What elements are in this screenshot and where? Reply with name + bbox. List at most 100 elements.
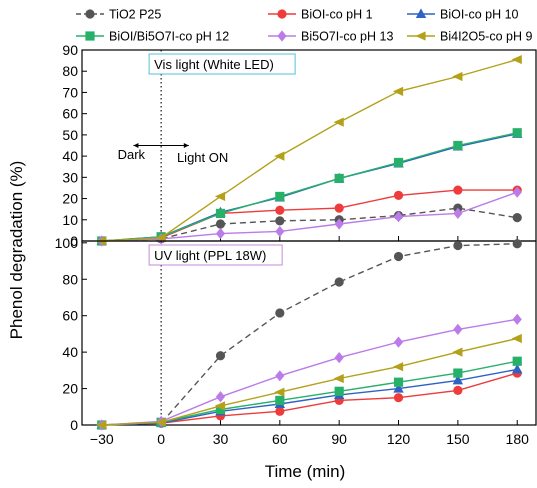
data-point (274, 151, 285, 161)
y-tick-label: 0 (70, 233, 78, 249)
y-tick-label: 20 (62, 191, 78, 207)
series (97, 186, 522, 247)
data-point (393, 382, 404, 393)
data-point (334, 203, 344, 213)
series-line (101, 191, 518, 242)
data-point (334, 218, 344, 230)
y-tick-label: 20 (62, 381, 78, 397)
data-point (155, 417, 166, 427)
data-point (452, 374, 464, 385)
y-tick-label: 80 (62, 63, 78, 79)
data-point (453, 207, 463, 220)
data-point (393, 336, 404, 348)
data-point (393, 210, 404, 223)
y-tick-label: 0 (70, 417, 78, 433)
series-line (101, 58, 518, 242)
series-line (101, 132, 518, 242)
arrow-head-left (133, 143, 139, 148)
x-tick-label: 150 (446, 431, 470, 447)
data-point (453, 185, 463, 195)
legend: TiO2 P25 BiOI-co pH 1 BiOI-co pH 10 BiOI/Bi… (76, 8, 532, 44)
data-point (215, 219, 226, 229)
legend-label: Bi5O7I-co pH 13 (301, 30, 393, 44)
legend-item: BiOI-co pH 10 (407, 8, 519, 22)
panel-label-box (148, 244, 283, 266)
series-line (101, 189, 518, 242)
data-point (393, 377, 404, 387)
data-point (392, 362, 404, 372)
legend-label: BiOI-co pH 1 (301, 8, 373, 22)
data-point (512, 128, 522, 138)
panel-label: UV light (PPL 18W) (154, 248, 266, 263)
y-tick-label: 10 (62, 212, 78, 228)
y-tick-label: 30 (62, 169, 78, 185)
arrow-head-right (183, 143, 189, 148)
series-line (101, 372, 518, 426)
legend-marker (85, 9, 95, 19)
x-tick-label: 90 (331, 431, 347, 447)
data-point (393, 251, 404, 262)
y-tick-label: 60 (62, 106, 78, 122)
series (96, 54, 522, 246)
x-tick-label: 60 (272, 431, 288, 447)
data-point (275, 216, 285, 226)
dark-annotation: Dark (118, 147, 146, 162)
data-point (333, 117, 344, 127)
y-tick-label: 90 (62, 42, 78, 58)
uv-light-panel: 0 20 40 60 80 100 −30 0 30 60 90 120 150 180 UV light … (55, 235, 537, 447)
plot-frame (81, 240, 537, 426)
data-point (214, 191, 226, 202)
legend-marker (415, 31, 426, 41)
light-on-annotation: Light ON (177, 150, 228, 165)
legend-label: BiOI-co pH 10 (440, 8, 519, 22)
x-axis-label: Time (min) (265, 462, 346, 481)
data-point (512, 239, 522, 249)
y-tick-label: 50 (62, 127, 78, 143)
vis-light-panel: 0 10 20 30 40 50 60 70 80 90 Vis light (White LED)… (62, 42, 537, 249)
data-point (215, 404, 226, 415)
legend-item: BiOI/Bi5O7I-co pH 12 (76, 30, 229, 44)
data-point (215, 227, 226, 240)
data-point (512, 213, 522, 223)
legend-label: TiO2 P25 (109, 8, 161, 22)
x-tick-label: −30 (90, 431, 114, 447)
data-point (275, 205, 285, 215)
legend-item: BiOI-co pH 1 (268, 8, 373, 22)
data-point (334, 386, 344, 396)
data-point (275, 308, 285, 318)
data-point (512, 313, 522, 325)
series-line (101, 243, 518, 426)
series-line (101, 368, 518, 426)
legend-label: BiOI/Bi5O7I-co pH 12 (109, 30, 229, 44)
legend-item: TiO2 P25 (76, 8, 161, 22)
data-point (392, 86, 404, 96)
data-point (512, 356, 522, 366)
y-tick-label: 40 (62, 344, 78, 360)
y-tick-label: 60 (62, 308, 78, 324)
data-point (393, 393, 404, 403)
series-line (101, 318, 518, 426)
data-point (452, 347, 463, 357)
data-point (334, 351, 344, 364)
legend-label: Bi4I2O5-co pH 9 (440, 30, 532, 44)
x-tick-label: 0 (157, 431, 165, 447)
panel-label-box (148, 53, 296, 75)
legend-marker (85, 31, 95, 41)
data-point (512, 186, 522, 198)
data-point (215, 391, 226, 403)
data-point (155, 233, 166, 243)
data-point (512, 363, 523, 374)
x-tick-label: 180 (506, 431, 530, 447)
data-point (511, 333, 522, 344)
data-point (96, 420, 107, 430)
panel-label: Vis light (White LED) (154, 57, 274, 72)
data-point (511, 54, 522, 65)
data-point (453, 368, 463, 378)
series-line (101, 337, 518, 426)
data-point (215, 208, 226, 219)
data-point (214, 401, 226, 411)
legend-marker (415, 8, 427, 18)
data-point (453, 240, 463, 251)
data-point (334, 173, 344, 183)
data-point (215, 351, 226, 361)
